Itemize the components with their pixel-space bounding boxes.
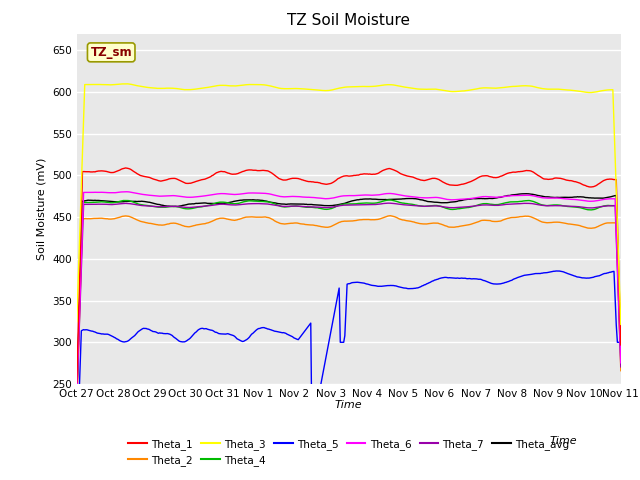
Theta_3 <box>73 319 81 324</box>
Theta_3 <box>617 322 625 327</box>
Theta_4 <box>404 201 412 207</box>
Theta_avg <box>473 196 481 202</box>
Theta_5 <box>302 326 310 332</box>
Theta_4 <box>568 204 576 210</box>
Line: Theta_7: Theta_7 <box>77 203 621 398</box>
Theta_3 <box>568 87 576 93</box>
Theta_2 <box>404 218 412 224</box>
Theta_avg <box>302 201 310 207</box>
Theta_5 <box>403 286 411 291</box>
Theta_6 <box>474 194 481 200</box>
Theta_5 <box>568 272 576 278</box>
Theta_6 <box>568 196 576 202</box>
Theta_avg <box>73 395 81 400</box>
Theta_avg <box>568 194 576 200</box>
Theta_2 <box>474 219 481 225</box>
Text: TZ_sm: TZ_sm <box>90 46 132 59</box>
Theta_6 <box>303 194 311 200</box>
Theta_1 <box>303 179 311 184</box>
Theta_6 <box>404 193 412 199</box>
Theta_5 <box>617 339 625 345</box>
Theta_4 <box>73 395 81 400</box>
Theta_7 <box>242 201 250 207</box>
Theta_1 <box>474 175 481 181</box>
Line: Theta_6: Theta_6 <box>77 192 621 393</box>
Line: Theta_1: Theta_1 <box>77 168 621 382</box>
Theta_2 <box>568 221 576 227</box>
Theta_7 <box>73 396 81 401</box>
Y-axis label: Soil Moisture (mV): Soil Moisture (mV) <box>36 157 47 260</box>
Line: Theta_4: Theta_4 <box>77 200 621 397</box>
Theta_6 <box>378 192 386 197</box>
Theta_4 <box>474 202 481 208</box>
Theta_3 <box>474 86 481 92</box>
Theta_7 <box>385 200 393 206</box>
Theta_2 <box>378 216 385 221</box>
Theta_3 <box>122 81 129 87</box>
Theta_1 <box>73 379 81 385</box>
Theta_3 <box>243 82 251 87</box>
Theta_4 <box>302 204 310 210</box>
Theta_5 <box>378 283 385 289</box>
Theta_4 <box>617 357 625 363</box>
Legend: Theta_1, Theta_2, Theta_3, Theta_4, Theta_5, Theta_6, Theta_7, Theta_avg: Theta_1, Theta_2, Theta_3, Theta_4, Thet… <box>124 434 573 470</box>
Theta_2 <box>242 214 250 220</box>
Theta_7 <box>378 201 385 207</box>
Theta_1 <box>243 167 251 173</box>
Theta_6 <box>243 190 251 196</box>
Line: Theta_3: Theta_3 <box>77 84 621 324</box>
Theta_1 <box>404 173 412 179</box>
Theta_1 <box>378 168 386 174</box>
Theta_1 <box>568 178 576 184</box>
Theta_5 <box>552 268 560 274</box>
Theta_7 <box>302 204 310 210</box>
Theta_1 <box>122 165 129 171</box>
Theta_3 <box>404 85 412 91</box>
Theta_avg <box>403 196 411 202</box>
Theta_2 <box>387 213 394 218</box>
Theta_4 <box>378 199 385 204</box>
Theta_avg <box>617 351 625 357</box>
Theta_2 <box>73 403 81 408</box>
Theta_avg <box>522 191 529 197</box>
Theta_5 <box>73 459 81 465</box>
Theta_3 <box>378 82 386 88</box>
Theta_5 <box>473 276 481 282</box>
Theta_avg <box>242 197 250 203</box>
Line: Theta_5: Theta_5 <box>77 271 621 462</box>
Theta_4 <box>242 198 250 204</box>
Theta_5 <box>242 337 250 343</box>
Theta_3 <box>303 86 311 92</box>
Title: TZ Soil Moisture: TZ Soil Moisture <box>287 13 410 28</box>
Line: Theta_2: Theta_2 <box>77 216 621 406</box>
Theta_1 <box>617 342 625 348</box>
Theta_6 <box>122 189 129 194</box>
Theta_7 <box>404 202 412 208</box>
Theta_7 <box>617 364 625 370</box>
Theta_4 <box>385 197 393 203</box>
Theta_6 <box>617 360 625 366</box>
Theta_6 <box>73 390 81 396</box>
X-axis label: Time: Time <box>335 400 363 410</box>
Theta_7 <box>474 203 481 208</box>
Line: Theta_avg: Theta_avg <box>77 194 621 397</box>
Theta_7 <box>568 204 576 209</box>
Theta_avg <box>378 197 385 203</box>
Theta_2 <box>617 368 625 373</box>
Theta_2 <box>302 222 310 228</box>
Text: Time: Time <box>549 436 577 446</box>
